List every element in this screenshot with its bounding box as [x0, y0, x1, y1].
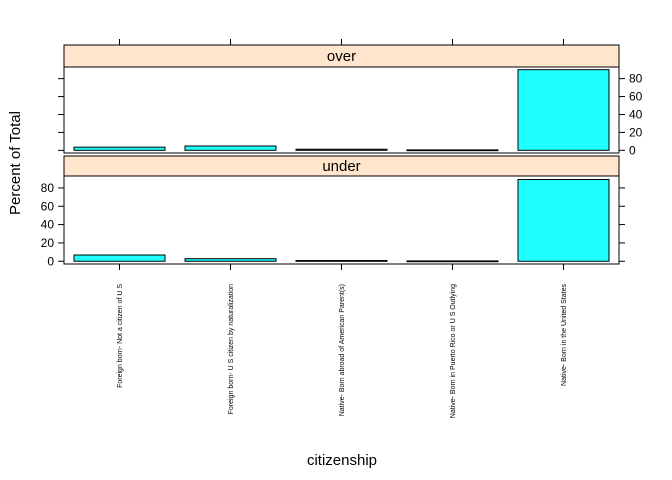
y-tick-label-under-80: 80 — [41, 181, 55, 195]
y-tick-label-under-20: 20 — [41, 236, 55, 250]
y-tick-label-under-0: 0 — [47, 254, 54, 268]
y-tick-label-over-60: 60 — [629, 90, 643, 104]
bar-under-1 — [73, 254, 166, 262]
y-tick-label-under-60: 60 — [41, 199, 55, 213]
bar-over-3 — [295, 148, 388, 151]
x-tick-label-5: Native- Born in the United States — [561, 284, 568, 386]
panel-border-over — [63, 66, 620, 154]
bar-over-2 — [184, 145, 277, 151]
y-tick-label-over-20: 20 — [629, 125, 643, 139]
panel-over: over 0 20 40 60 80 — [58, 44, 643, 157]
y-tick-label-over-40: 40 — [629, 107, 643, 121]
bar-under-2 — [184, 258, 277, 262]
x-tick-label-4: Native- Born in Puerto Rico or U S Outly… — [450, 284, 457, 418]
y-tick-label-under-40: 40 — [41, 218, 55, 232]
strip-label-under: under — [322, 158, 360, 175]
bar-under-4 — [406, 260, 499, 263]
y-tick-label-over-80: 80 — [629, 72, 643, 86]
x-tick-label-1: Foreign born- Not a citizen of U S — [117, 284, 124, 388]
panel-under: under 0 20 40 60 80 — [41, 155, 625, 268]
x-tick-label-3: Native- Born abroad of American Parent(s… — [339, 284, 346, 416]
bar-under-3 — [295, 260, 388, 262]
bar-over-4 — [406, 149, 499, 152]
strip-label-over: over — [327, 48, 356, 65]
bar-over-1 — [73, 146, 166, 151]
y-tick-label-over-0: 0 — [629, 143, 636, 157]
bar-over-5 — [517, 69, 610, 151]
y-axis-title: Percent of Total — [7, 111, 24, 215]
x-tick-label-2: Foreign born- U S citizen by naturalizat… — [228, 284, 235, 414]
bar-under-5 — [517, 178, 610, 262]
x-axis-title: citizenship — [307, 452, 377, 469]
